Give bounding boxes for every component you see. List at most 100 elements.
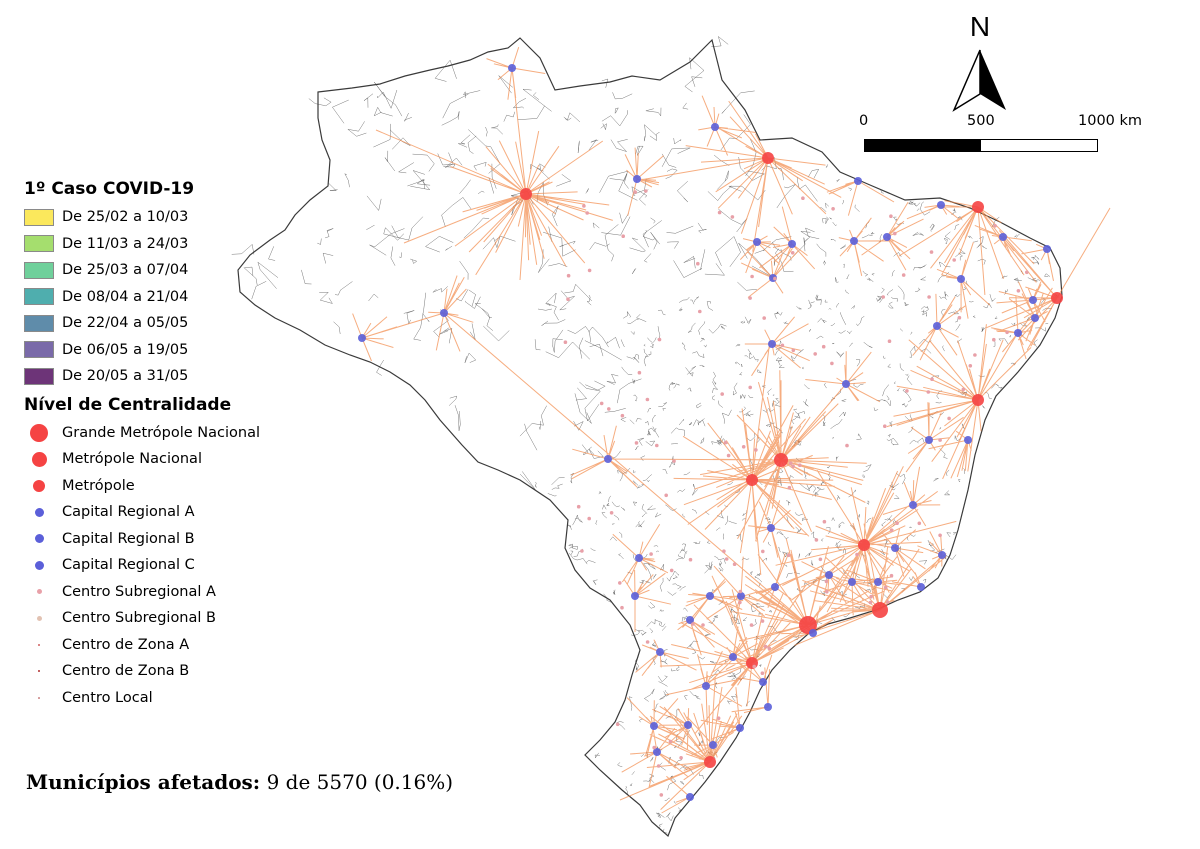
subregional-marker xyxy=(738,600,742,605)
legend-swatch xyxy=(24,208,54,226)
subregional-marker xyxy=(901,273,906,277)
subregional-marker xyxy=(822,519,827,524)
subregional-marker xyxy=(701,623,705,627)
legend-label: De 11/03 a 24/03 xyxy=(62,235,189,252)
capital-regional-marker xyxy=(1029,296,1037,304)
subregional-marker xyxy=(927,295,931,299)
subregional-marker xyxy=(917,521,922,526)
subregional-marker xyxy=(720,392,724,396)
capital-regional-marker xyxy=(788,240,796,248)
capital-regional-marker xyxy=(917,583,925,591)
capital-regional-marker xyxy=(825,571,833,579)
subregional-marker xyxy=(748,385,752,390)
subregional-marker xyxy=(656,764,661,768)
legend-label: De 08/04 a 21/04 xyxy=(62,288,189,305)
subregional-marker xyxy=(668,739,673,744)
capital-regional-marker xyxy=(635,554,643,562)
subregional-marker xyxy=(930,377,934,382)
subregional-marker xyxy=(679,756,683,760)
subregional-marker xyxy=(717,210,722,215)
subregional-marker xyxy=(824,579,829,584)
legend-symbol xyxy=(34,534,44,544)
subregional-marker xyxy=(645,397,650,402)
legend-symbol xyxy=(38,643,40,646)
subregional-marker xyxy=(1016,289,1021,293)
subregional-marker xyxy=(644,189,648,193)
subregional-marker xyxy=(754,448,758,452)
subregional-marker xyxy=(813,352,817,356)
subregional-marker xyxy=(869,594,873,599)
capital-regional-marker xyxy=(711,123,719,131)
first-case-legend-item: De 25/03 a 07/04 xyxy=(24,257,260,284)
legend-label: De 20/05 a 31/05 xyxy=(62,368,189,385)
subregional-marker xyxy=(587,268,592,273)
scale-label-1000: 1000 km xyxy=(1078,113,1143,129)
capital-regional-marker xyxy=(1043,245,1051,253)
affected-value: 9 de 5570 (0.16%) xyxy=(266,770,454,794)
legend-label: Capital Regional B xyxy=(62,530,195,547)
subregional-marker xyxy=(855,552,859,557)
scale-bar xyxy=(864,139,1098,152)
subregional-marker xyxy=(723,440,728,445)
capital-regional-marker xyxy=(686,616,694,624)
subregional-marker xyxy=(968,364,973,368)
subregional-marker xyxy=(786,553,791,558)
legend-symbol xyxy=(38,697,40,699)
subregional-marker xyxy=(649,552,653,556)
centrality-links xyxy=(352,46,1111,814)
subregional-marker xyxy=(798,463,802,468)
capital-regional-marker xyxy=(604,455,612,463)
capital-regional-marker xyxy=(925,436,933,444)
centrality-legend-item: Capital Regional B xyxy=(24,526,260,553)
subregional-marker xyxy=(669,568,674,573)
subregional-marker xyxy=(825,589,829,594)
subregional-marker xyxy=(634,441,639,445)
legend-label: Centro Subregional B xyxy=(62,610,216,627)
legend-swatch xyxy=(24,367,54,385)
subregional-marker xyxy=(763,644,768,649)
capital-regional-marker xyxy=(753,238,761,246)
subregional-marker xyxy=(688,557,693,562)
subregional-marker xyxy=(881,295,885,299)
legend-label: Centro de Zona B xyxy=(62,663,190,680)
subregional-marker xyxy=(615,722,620,727)
subregional-marker xyxy=(788,461,793,466)
capital-regional-marker xyxy=(686,793,694,801)
legend-label: Metrópole Nacional xyxy=(62,451,202,468)
metropole-marker xyxy=(762,152,774,164)
scale-label-500: 500 xyxy=(967,113,995,129)
capital-regional-marker xyxy=(767,524,775,532)
metropole-marker xyxy=(972,394,984,406)
subregional-marker xyxy=(905,389,909,393)
centrality-legend-title: Nível de Centralidade xyxy=(24,394,232,415)
capital-regional-marker xyxy=(848,578,856,586)
subregional-marker xyxy=(885,600,890,604)
subregional-marker xyxy=(609,511,614,515)
subregional-marker xyxy=(889,528,894,532)
legend-label: Centro Local xyxy=(62,689,153,706)
legend-label: Centro Subregional A xyxy=(62,583,216,600)
subregional-marker xyxy=(637,370,642,375)
legend-symbol xyxy=(30,423,48,442)
subregional-marker xyxy=(1025,270,1029,275)
subregional-marker xyxy=(724,557,729,561)
subregional-marker xyxy=(580,549,584,553)
legend-swatch xyxy=(24,314,54,332)
subregional-marker xyxy=(691,622,695,626)
subregional-marker xyxy=(716,716,721,720)
capital-regional-marker xyxy=(737,592,745,600)
legend-swatch xyxy=(24,261,54,279)
subregional-marker xyxy=(831,207,835,211)
metropole-marker xyxy=(774,453,788,467)
city-markers xyxy=(358,64,1063,801)
legend-symbol-cell xyxy=(24,451,54,468)
subregional-marker xyxy=(620,605,624,610)
subregional-marker xyxy=(893,231,897,236)
legend-label: Capital Regional A xyxy=(62,504,195,521)
subregional-marker xyxy=(752,664,756,669)
subregional-marker xyxy=(889,214,893,218)
subregional-marker xyxy=(791,464,795,469)
metropole-marker xyxy=(858,539,870,551)
subregional-marker xyxy=(750,274,754,279)
capital-regional-marker xyxy=(440,309,448,317)
